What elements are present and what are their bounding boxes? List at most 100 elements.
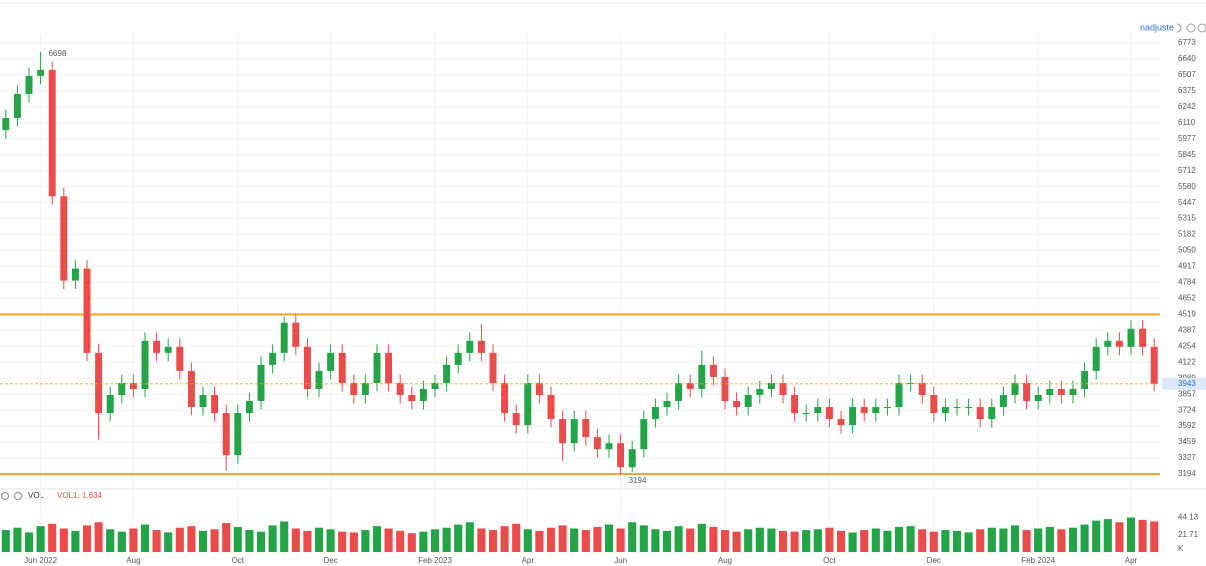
volume-bar bbox=[454, 524, 463, 552]
x-tick-label: Jun 2022 bbox=[24, 556, 57, 565]
candle-body bbox=[976, 407, 984, 420]
volume-bar bbox=[825, 527, 834, 552]
candle-body bbox=[315, 370, 323, 389]
candle-body bbox=[199, 395, 207, 408]
x-tick-label: Aug bbox=[126, 556, 140, 565]
volume-bar bbox=[1057, 529, 1066, 552]
volume-bar bbox=[36, 526, 45, 552]
candle-body bbox=[211, 395, 219, 414]
volume-indicator: VOL1: 1.634 bbox=[57, 491, 102, 500]
y-tick-label: 5182 bbox=[1178, 230, 1196, 239]
volume-bar bbox=[662, 530, 672, 552]
y-tick-label: 6242 bbox=[1178, 102, 1196, 111]
volume-bar bbox=[1, 530, 10, 552]
volume-bar bbox=[187, 526, 196, 552]
candle-body bbox=[559, 419, 567, 444]
candle-body bbox=[918, 382, 926, 396]
volume-bar bbox=[71, 530, 80, 552]
volume-bar bbox=[396, 530, 405, 552]
candle-body bbox=[628, 449, 636, 468]
volume-bar bbox=[210, 529, 219, 552]
candle-body bbox=[547, 395, 555, 420]
volume-bar bbox=[744, 529, 753, 552]
candle-body bbox=[779, 382, 787, 396]
volume-bar bbox=[117, 531, 126, 552]
candle-body bbox=[1115, 340, 1123, 347]
volume-bar bbox=[813, 529, 822, 552]
candle-body bbox=[396, 382, 404, 396]
y-tick-label: 5315 bbox=[1178, 214, 1196, 223]
volume-bar bbox=[430, 529, 440, 552]
y-tick-label: 4387 bbox=[1178, 325, 1196, 334]
y-tick-label: 4784 bbox=[1178, 278, 1196, 287]
volume-bar bbox=[790, 531, 799, 552]
zoom-out-icon[interactable] bbox=[1186, 23, 1196, 33]
candle-body bbox=[570, 419, 578, 444]
close-icon[interactable] bbox=[14, 492, 22, 500]
candle-body bbox=[582, 419, 590, 438]
volume-bar bbox=[674, 526, 683, 552]
candle-body bbox=[721, 376, 729, 402]
candle-body bbox=[733, 401, 741, 408]
y-tick-label: 4652 bbox=[1178, 294, 1196, 303]
y-tick-label: 3592 bbox=[1178, 421, 1196, 430]
candle-body bbox=[71, 268, 79, 281]
candle-body bbox=[686, 382, 694, 389]
settings-icon[interactable] bbox=[1, 492, 9, 500]
volume-bar bbox=[906, 526, 915, 552]
volume-bar bbox=[280, 521, 289, 552]
candle-body bbox=[941, 407, 949, 414]
candle-body bbox=[222, 413, 230, 456]
candle-body bbox=[837, 419, 845, 426]
candle-body bbox=[37, 69, 45, 76]
volume-bar bbox=[836, 530, 846, 552]
volume-bar bbox=[1138, 519, 1147, 552]
volume-bar bbox=[419, 531, 428, 552]
volume-bar bbox=[13, 527, 22, 552]
volume-bar bbox=[570, 528, 579, 552]
volume-bar bbox=[848, 532, 857, 552]
candle-body bbox=[25, 75, 33, 94]
toolbar-icons bbox=[1176, 23, 1206, 33]
volume-label: VOL bbox=[28, 491, 45, 500]
volume-bar bbox=[918, 529, 927, 552]
candle-body bbox=[257, 364, 265, 402]
y-tick-label: 5845 bbox=[1178, 150, 1196, 159]
candle-body bbox=[245, 401, 253, 414]
candle-body bbox=[280, 322, 288, 353]
last-price-box bbox=[1162, 377, 1206, 390]
x-tick-label: Jun bbox=[614, 556, 627, 565]
volume-bar bbox=[233, 526, 242, 552]
candle-body bbox=[48, 69, 56, 197]
y-tick-label: 3194 bbox=[1178, 469, 1196, 478]
candle-body bbox=[408, 395, 416, 402]
adjust-label[interactable]: nadjuste bbox=[1140, 22, 1174, 32]
candle-body bbox=[269, 352, 277, 365]
y-tick-label: 4254 bbox=[1178, 341, 1196, 350]
candle-body bbox=[999, 395, 1007, 408]
volume-bar bbox=[941, 530, 950, 552]
candle-body bbox=[1081, 370, 1089, 389]
candle-body bbox=[640, 419, 648, 450]
candle-body bbox=[883, 407, 891, 409]
volume-bar bbox=[59, 528, 68, 552]
volume-bar bbox=[372, 526, 382, 552]
volume-bar bbox=[894, 526, 904, 552]
undo-icon[interactable] bbox=[1176, 23, 1182, 33]
x-tick-label: Apr bbox=[1125, 556, 1138, 565]
volume-bar bbox=[1150, 521, 1159, 552]
candle-body bbox=[512, 413, 520, 426]
candle-body bbox=[350, 382, 358, 396]
candle-body bbox=[1150, 346, 1158, 384]
min-annotation: 3194 bbox=[629, 476, 647, 485]
reset-icon[interactable] bbox=[1197, 23, 1206, 33]
volume-bar bbox=[778, 530, 788, 552]
y-tick-label: 5447 bbox=[1178, 198, 1196, 207]
volume-bar bbox=[1034, 528, 1043, 552]
y-tick-label: 4519 bbox=[1178, 310, 1196, 319]
volume-bar bbox=[465, 522, 474, 552]
y-tick-label: 6773 bbox=[1178, 38, 1196, 47]
volume-bar bbox=[987, 527, 996, 552]
candle-body bbox=[617, 443, 625, 468]
